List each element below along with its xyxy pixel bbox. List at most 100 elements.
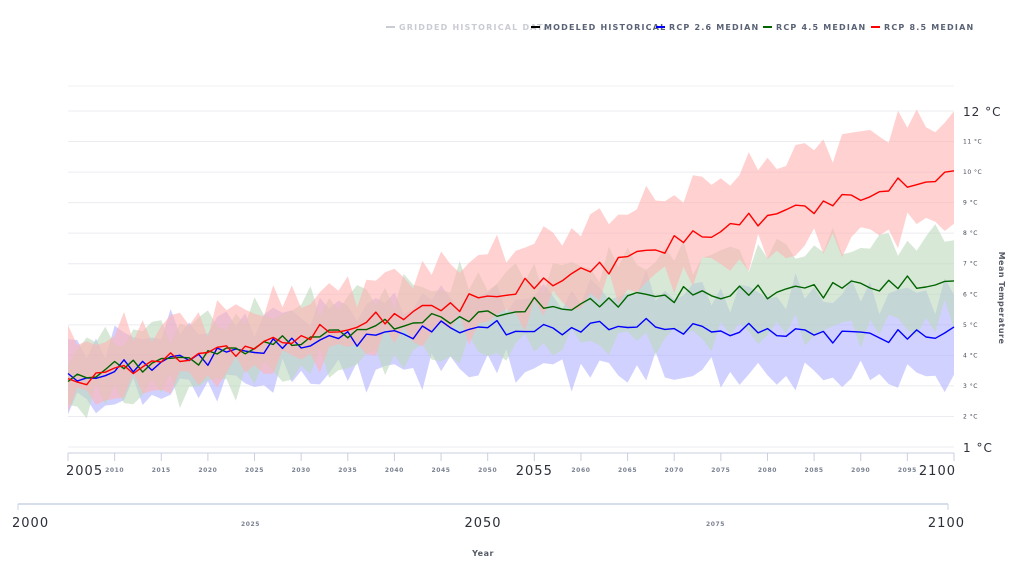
data-point xyxy=(953,174,955,176)
data-point xyxy=(393,324,395,326)
series-lines xyxy=(67,170,955,386)
legend-label: GRIDDED HISTORICAL DATA xyxy=(399,23,551,32)
data-point xyxy=(580,327,582,329)
x-tick-label: 2080 xyxy=(758,467,777,474)
data-point xyxy=(626,256,628,258)
data-point xyxy=(207,354,209,356)
legend-item[interactable]: RCP 2.6 MEDIAN xyxy=(656,23,759,32)
data-point xyxy=(673,293,675,295)
data-point xyxy=(860,284,862,286)
data-point xyxy=(393,314,395,316)
data-point xyxy=(813,333,815,335)
y-tick-label: 2 °C xyxy=(963,413,978,420)
x-tick-label: 2075 xyxy=(711,467,730,474)
x-tick-label: 2020 xyxy=(198,467,217,474)
navigator-tick-label: 2100 xyxy=(928,516,965,531)
data-point xyxy=(253,345,255,347)
legend-item[interactable]: MODELED HISTORICAL xyxy=(531,23,666,32)
data-point xyxy=(626,324,628,326)
data-point xyxy=(906,183,908,185)
median-line-rcp-2-6-median xyxy=(67,317,955,382)
data-point xyxy=(720,293,722,295)
x-tick-label: 2095 xyxy=(898,467,917,474)
data-point xyxy=(440,318,442,320)
band-rcp-8-5-median xyxy=(68,109,954,412)
x-tick-label: 2070 xyxy=(665,467,684,474)
data-point xyxy=(673,241,675,243)
x-tick-label: 2045 xyxy=(431,467,450,474)
x-tick-label: 2050 xyxy=(478,467,497,474)
x-tick-label: 2090 xyxy=(851,467,870,474)
data-point xyxy=(906,336,908,338)
y-axis-title: Mean Temperature xyxy=(997,252,1006,345)
x-tick-label: 2025 xyxy=(245,467,264,474)
navigator-tick-label: 2075 xyxy=(706,521,725,528)
x-tick-label: 2010 xyxy=(105,467,124,474)
y-tick-label: 9 °C xyxy=(963,200,978,207)
data-point xyxy=(720,229,722,231)
data-point xyxy=(953,281,955,283)
band-rcp-4-5-median xyxy=(68,224,954,419)
legend-label: MODELED HISTORICAL xyxy=(544,23,666,32)
data-point xyxy=(626,296,628,298)
data-point xyxy=(440,327,442,329)
navigator-tick-label: 2025 xyxy=(241,521,260,528)
x-tick-label: 2005 xyxy=(66,464,103,479)
legend-item[interactable]: GRIDDED HISTORICAL DATA xyxy=(386,23,551,32)
x-tick-label: 2030 xyxy=(292,467,311,474)
data-point xyxy=(300,336,302,338)
legend-label: RCP 2.6 MEDIAN xyxy=(669,23,759,32)
axes: 2005 2010 2015 2020 2025 2030 2035 2040 2045 2050… xyxy=(66,105,1006,479)
data-point xyxy=(207,351,209,353)
y-tick-label: 10 °C xyxy=(963,169,982,176)
x-tick-label: 2040 xyxy=(385,467,404,474)
data-point xyxy=(766,214,768,216)
data-point xyxy=(720,330,722,332)
x-tick-label: 2085 xyxy=(805,467,824,474)
data-point xyxy=(766,330,768,332)
y-tick-label: 7 °C xyxy=(963,261,978,268)
median-line-rcp-4-5-median xyxy=(67,275,955,383)
legend-item[interactable]: RCP 4.5 MEDIAN xyxy=(763,23,866,32)
x-tick-label: 2060 xyxy=(571,467,590,474)
data-point xyxy=(113,369,115,371)
data-point xyxy=(580,305,582,307)
data-point xyxy=(860,333,862,335)
navigator[interactable]: 2000 2025 2050 2075 2100 Year xyxy=(12,503,965,558)
data-point xyxy=(580,272,582,274)
y-tick-label: 3 °C xyxy=(963,383,978,390)
data-point xyxy=(300,339,302,341)
legend-label: RCP 4.5 MEDIAN xyxy=(776,23,866,32)
x-tick-label: 2100 xyxy=(919,464,956,479)
data-point xyxy=(486,327,488,329)
y-tick-label: 5 °C xyxy=(963,322,978,329)
y-tick-label: 1 °C xyxy=(963,441,993,455)
data-point xyxy=(67,382,69,384)
x-tick-label: 2055 xyxy=(516,464,553,479)
y-tick-label: 6 °C xyxy=(963,291,978,298)
legend-item[interactable]: RCP 8.5 MEDIAN xyxy=(871,23,974,32)
data-point xyxy=(766,290,768,292)
y-tick-label: 11 °C xyxy=(963,139,982,146)
data-point xyxy=(673,327,675,329)
y-tick-label: 8 °C xyxy=(963,230,978,237)
legend-label: RCP 8.5 MEDIAN xyxy=(884,23,974,32)
data-point xyxy=(160,360,162,362)
navigator-tick-label: 2050 xyxy=(464,516,501,531)
data-point xyxy=(813,204,815,206)
data-point xyxy=(813,287,815,289)
data-point xyxy=(533,284,535,286)
data-point xyxy=(393,333,395,335)
data-point xyxy=(347,327,349,329)
median-line-rcp-8-5-median xyxy=(67,170,955,386)
y-tick-label: 4 °C xyxy=(963,352,978,359)
data-point xyxy=(533,330,535,332)
data-point xyxy=(953,330,955,332)
data-point xyxy=(906,284,908,286)
y-tick-label: 12 °C xyxy=(963,105,1001,119)
navigator-tick-label: 2000 xyxy=(12,516,49,531)
x-tick-label: 2015 xyxy=(152,467,171,474)
